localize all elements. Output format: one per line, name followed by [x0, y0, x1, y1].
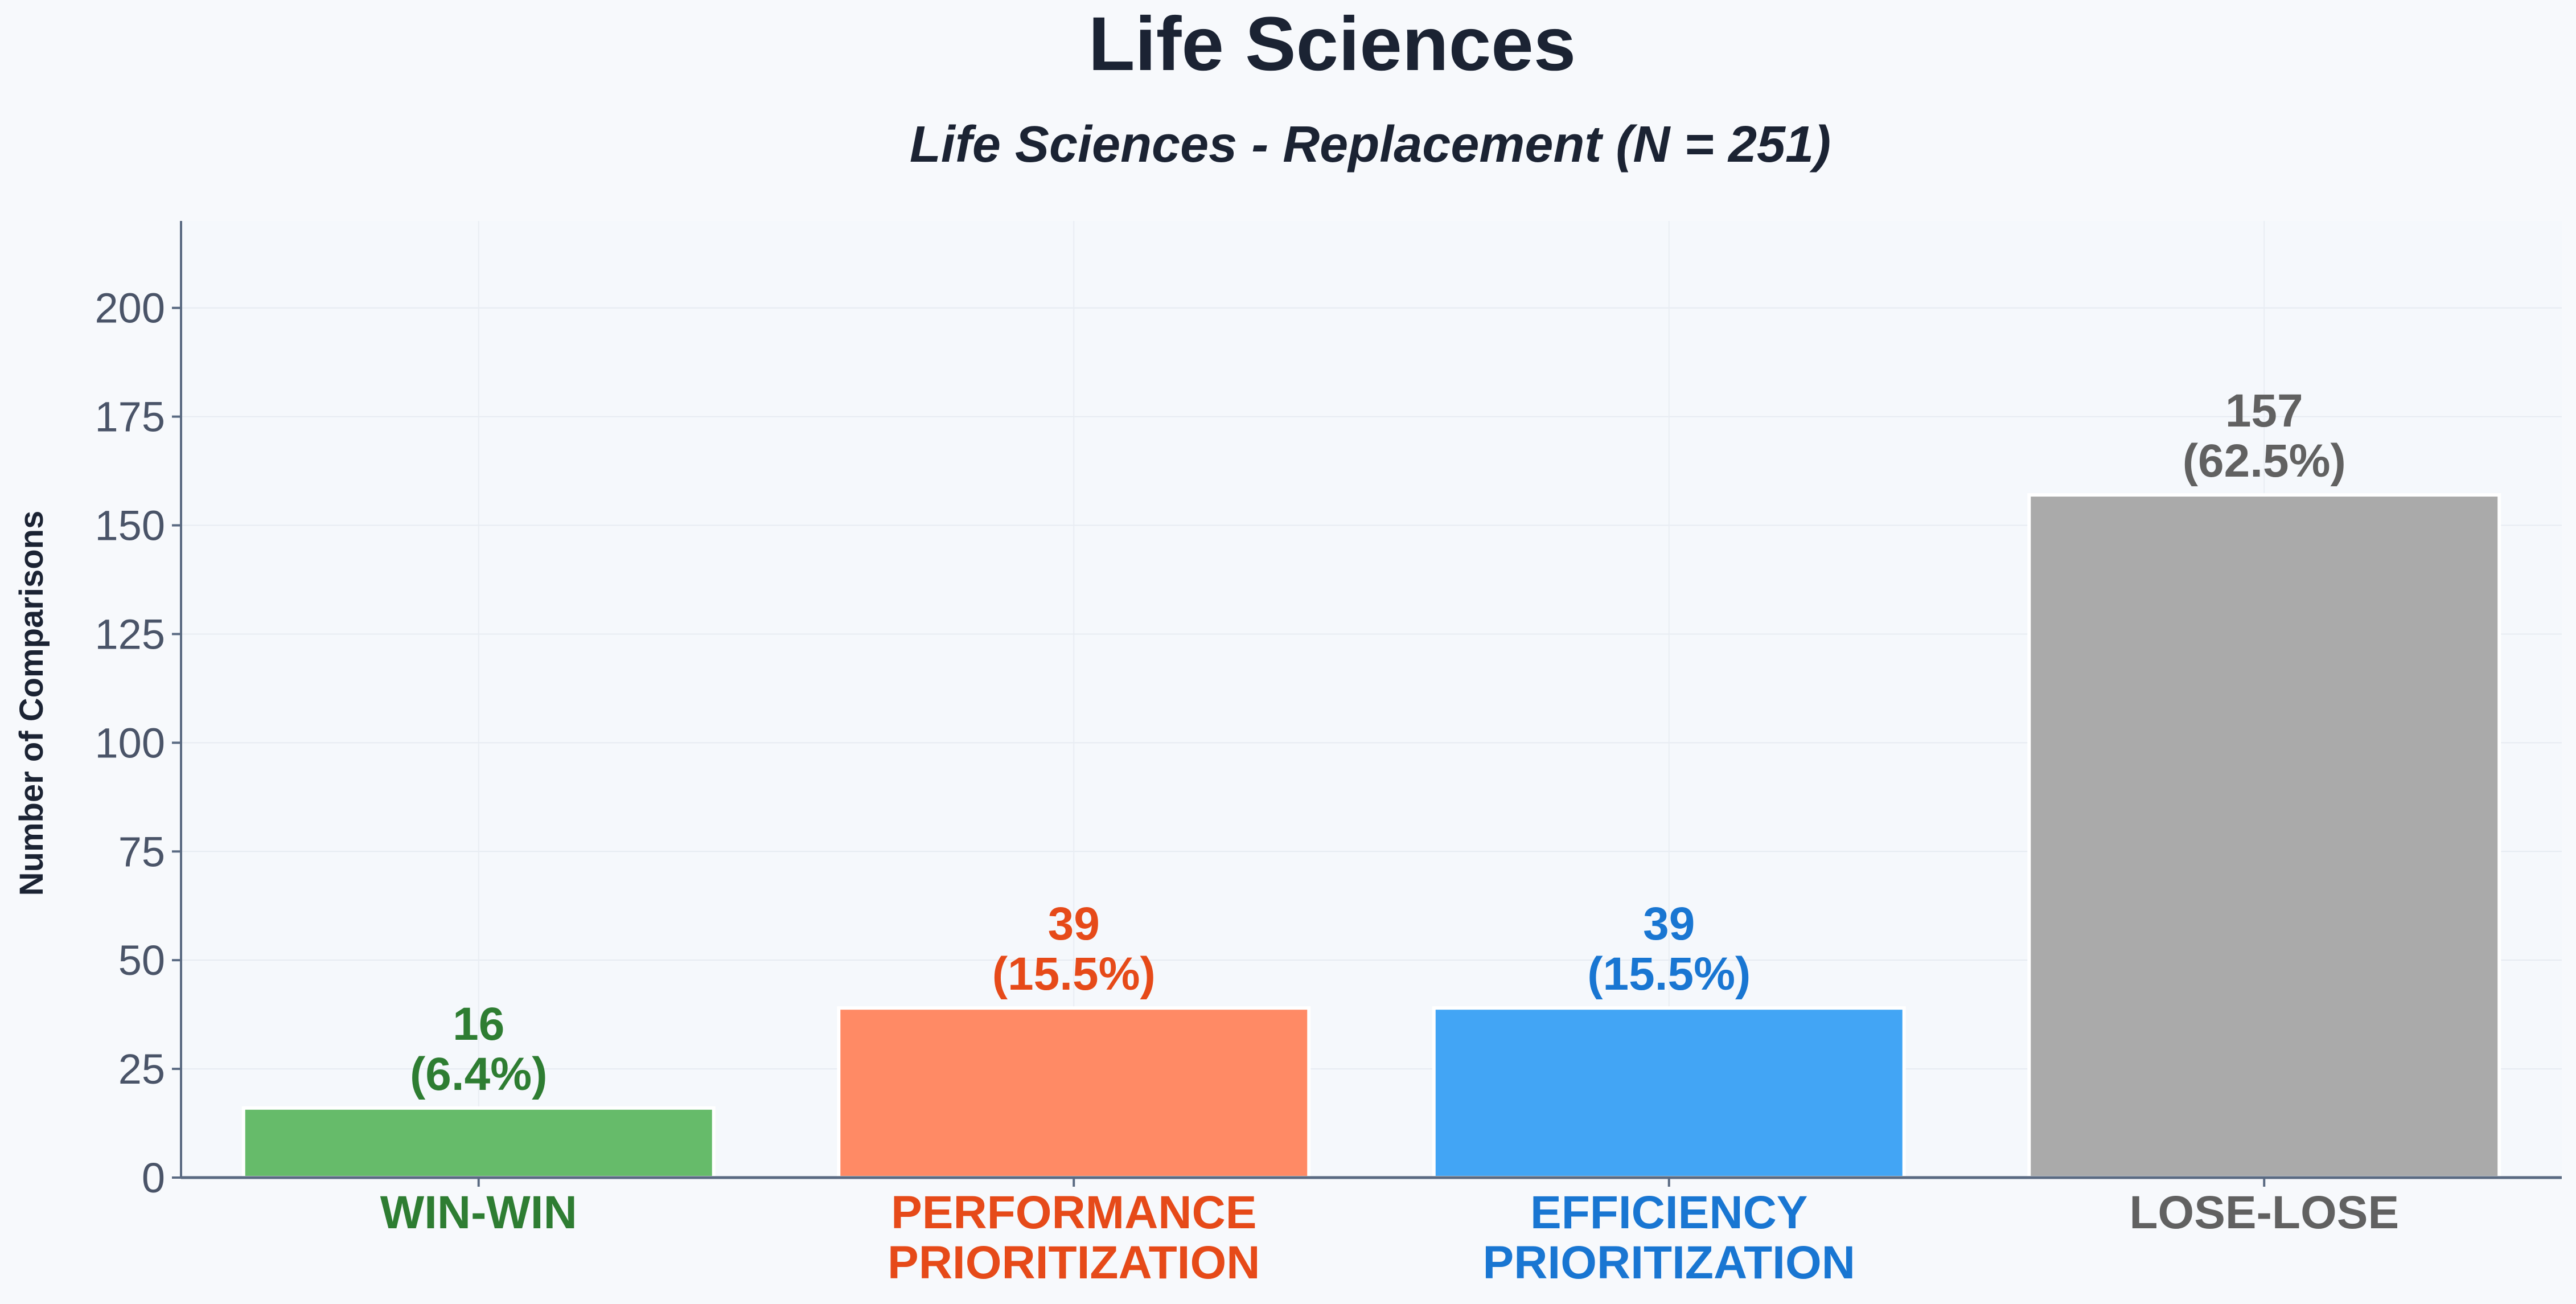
- data-label-value: 157: [2225, 385, 2303, 437]
- y-tick-label: 200: [95, 285, 165, 332]
- data-label-percent: (6.4%): [410, 1048, 548, 1100]
- bar: [2027, 493, 2501, 1179]
- y-tick-label: 75: [118, 828, 165, 875]
- data-label-value: 39: [1048, 898, 1100, 950]
- y-tick-label: 175: [95, 393, 165, 441]
- x-tick-label: LOSE-LOSE: [2129, 1187, 2399, 1239]
- chart-title: Life Sciences: [1088, 2, 1576, 87]
- x-tick-label: PERFORMANCE: [891, 1187, 1256, 1239]
- data-label-percent: (15.5%): [1587, 948, 1751, 1000]
- y-tick-label: 100: [95, 719, 165, 766]
- data-label-value: 39: [1643, 898, 1695, 950]
- bar: [241, 1106, 716, 1180]
- x-tick-label: WIN-WIN: [380, 1187, 577, 1239]
- y-tick-label: 50: [118, 937, 165, 984]
- data-label-percent: (62.5%): [2183, 435, 2346, 487]
- bar: [837, 1006, 1311, 1179]
- y-axis-label: Number of Comparisons: [13, 511, 50, 896]
- x-tick-label: PRIORITIZATION: [1483, 1237, 1855, 1289]
- x-tick-label: PRIORITIZATION: [888, 1237, 1260, 1289]
- y-tick-label: 25: [118, 1045, 165, 1093]
- y-tick-label: 125: [95, 610, 165, 658]
- y-tick-label: 150: [95, 502, 165, 550]
- y-tick-label: 0: [142, 1154, 165, 1202]
- data-label-percent: (15.5%): [992, 948, 1156, 1000]
- data-label-value: 16: [453, 998, 504, 1050]
- chart-subtitle: Life Sciences - Replacement (N = 251): [910, 116, 1831, 173]
- bar: [1432, 1006, 1906, 1179]
- x-tick-label: EFFICIENCY: [1530, 1187, 1807, 1239]
- plot-area: 0 25 50 75 100 125 150 175 200 WIN-WIN PERFORMANCE…: [95, 221, 2562, 1289]
